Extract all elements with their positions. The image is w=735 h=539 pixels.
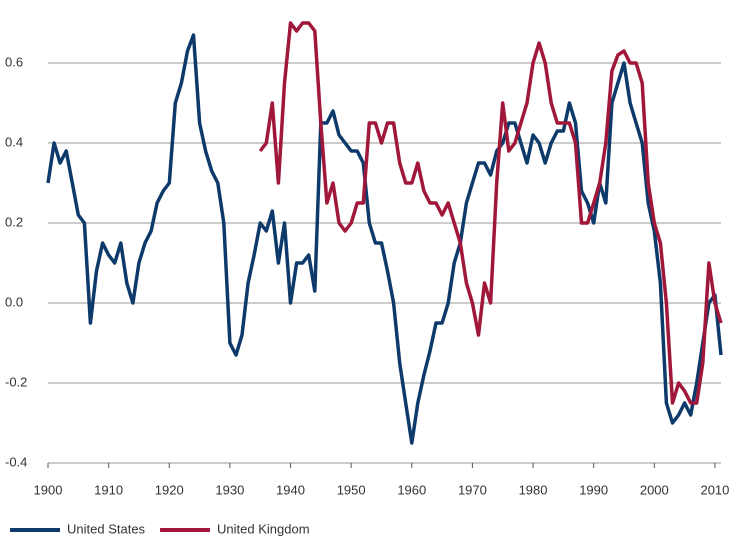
y-tick-label: 0.2 — [5, 214, 23, 229]
x-tick-label: 1900 — [34, 482, 63, 497]
x-tick-label: 1920 — [155, 482, 184, 497]
legend-label: United Kingdom — [217, 521, 310, 536]
data-line — [258, 21, 723, 405]
x-tick-label: 2000 — [640, 482, 669, 497]
y-tick-label: 0.6 — [5, 54, 23, 69]
x-tick-label: 1950 — [337, 482, 366, 497]
x-tick-label: 1990 — [579, 482, 608, 497]
data-line — [46, 33, 723, 445]
x-tick-label: 1980 — [519, 482, 548, 497]
y-tick-label: 0.4 — [5, 134, 23, 149]
x-tick-label: 2010 — [700, 482, 729, 497]
y-tick-label: 0.0 — [5, 294, 23, 309]
x-tick-label: 1910 — [94, 482, 123, 497]
x-tick-label: 1960 — [397, 482, 426, 497]
x-tick-label: 1930 — [215, 482, 244, 497]
x-tick-label: 1970 — [458, 482, 487, 497]
y-tick-label: -0.4 — [5, 454, 27, 469]
legend-label: United States — [67, 521, 146, 536]
y-tick-label: -0.2 — [5, 374, 27, 389]
x-tick-label: 1940 — [276, 482, 305, 497]
